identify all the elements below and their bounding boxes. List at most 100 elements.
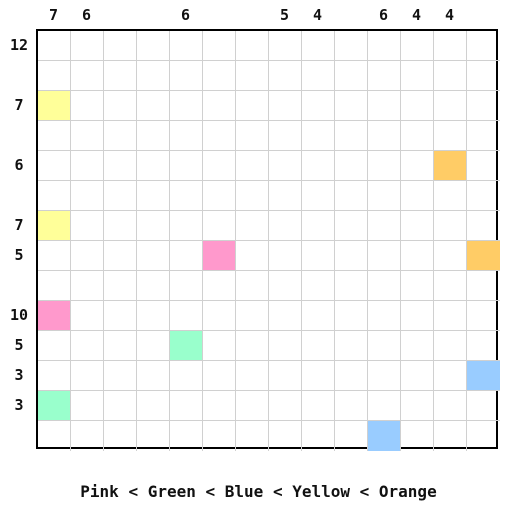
grid-cell[interactable] — [71, 361, 104, 391]
grid-cell[interactable] — [170, 241, 203, 271]
grid-cell[interactable] — [170, 151, 203, 181]
grid-cell[interactable] — [71, 271, 104, 301]
grid-cell[interactable] — [137, 61, 170, 91]
grid-cell[interactable] — [236, 241, 269, 271]
grid-cell[interactable] — [302, 241, 335, 271]
grid-cell[interactable] — [236, 181, 269, 211]
grid-cell[interactable] — [269, 121, 302, 151]
grid-cell[interactable] — [38, 181, 71, 211]
grid-cell[interactable] — [170, 61, 203, 91]
grid-cell[interactable] — [335, 301, 368, 331]
grid-cell[interactable] — [104, 151, 137, 181]
grid-cell[interactable] — [401, 181, 434, 211]
grid-cell[interactable] — [434, 211, 467, 241]
grid-cell[interactable] — [104, 241, 137, 271]
grid-cell[interactable] — [170, 211, 203, 241]
grid-cell[interactable] — [401, 211, 434, 241]
filled-cell-blue[interactable] — [368, 421, 401, 451]
grid-cell[interactable] — [203, 271, 236, 301]
grid-cell[interactable] — [38, 331, 71, 361]
puzzle-grid[interactable] — [36, 29, 500, 451]
grid-cell[interactable] — [302, 361, 335, 391]
grid-cell[interactable] — [104, 31, 137, 61]
grid-cell[interactable] — [467, 301, 500, 331]
grid-cell[interactable] — [104, 421, 137, 451]
grid-cell[interactable] — [335, 181, 368, 211]
grid-cell[interactable] — [368, 271, 401, 301]
grid-cell[interactable] — [137, 31, 170, 61]
grid-cell[interactable] — [401, 361, 434, 391]
grid-cell[interactable] — [401, 271, 434, 301]
grid-cell[interactable] — [203, 211, 236, 241]
grid-cell[interactable] — [335, 421, 368, 451]
grid-cell[interactable] — [467, 271, 500, 301]
grid-cell[interactable] — [104, 181, 137, 211]
grid-cell[interactable] — [368, 31, 401, 61]
grid-cell[interactable] — [401, 91, 434, 121]
grid-cell[interactable] — [38, 151, 71, 181]
grid-cell[interactable] — [302, 421, 335, 451]
grid-cell[interactable] — [137, 421, 170, 451]
grid-cell[interactable] — [38, 121, 71, 151]
grid-cell[interactable] — [401, 241, 434, 271]
grid-cell[interactable] — [203, 151, 236, 181]
grid-cell[interactable] — [368, 61, 401, 91]
grid-cell[interactable] — [71, 31, 104, 61]
grid-cell[interactable] — [335, 241, 368, 271]
grid-cell[interactable] — [434, 421, 467, 451]
grid-cell[interactable] — [170, 421, 203, 451]
grid-cell[interactable] — [203, 421, 236, 451]
grid-cell[interactable] — [335, 211, 368, 241]
grid-cell[interactable] — [302, 91, 335, 121]
grid-cell[interactable] — [269, 151, 302, 181]
grid-cell[interactable] — [302, 391, 335, 421]
grid-cell[interactable] — [38, 271, 71, 301]
grid-cell[interactable] — [170, 361, 203, 391]
grid-cell[interactable] — [368, 241, 401, 271]
grid-cell[interactable] — [137, 211, 170, 241]
grid-cell[interactable] — [137, 181, 170, 211]
grid-cell[interactable] — [467, 151, 500, 181]
grid-cell[interactable] — [203, 61, 236, 91]
grid-cell[interactable] — [38, 361, 71, 391]
grid-cell[interactable] — [137, 301, 170, 331]
grid-cell[interactable] — [71, 211, 104, 241]
grid-cell[interactable] — [434, 121, 467, 151]
grid-cell[interactable] — [368, 121, 401, 151]
grid-cell[interactable] — [335, 31, 368, 61]
filled-cell-pink[interactable] — [203, 241, 236, 271]
grid-cell[interactable] — [38, 241, 71, 271]
grid-cell[interactable] — [104, 301, 137, 331]
grid-cell[interactable] — [368, 91, 401, 121]
grid-cell[interactable] — [203, 31, 236, 61]
grid-cell[interactable] — [170, 271, 203, 301]
grid-cell[interactable] — [104, 91, 137, 121]
grid-cell[interactable] — [335, 271, 368, 301]
grid-cell[interactable] — [269, 31, 302, 61]
grid-cell[interactable] — [335, 61, 368, 91]
grid-cell[interactable] — [71, 91, 104, 121]
grid-cell[interactable] — [203, 181, 236, 211]
grid-cell[interactable] — [203, 361, 236, 391]
grid-cell[interactable] — [170, 301, 203, 331]
grid-cell[interactable] — [236, 61, 269, 91]
grid-cell[interactable] — [236, 361, 269, 391]
grid-cell[interactable] — [302, 61, 335, 91]
grid-cell[interactable] — [434, 271, 467, 301]
grid-cell[interactable] — [203, 121, 236, 151]
grid-cell[interactable] — [104, 271, 137, 301]
grid-cell[interactable] — [269, 61, 302, 91]
grid-cell[interactable] — [269, 271, 302, 301]
grid-cell[interactable] — [335, 121, 368, 151]
grid-cell[interactable] — [302, 181, 335, 211]
grid-cell[interactable] — [335, 361, 368, 391]
grid-cell[interactable] — [467, 391, 500, 421]
grid-cell[interactable] — [137, 271, 170, 301]
grid-cell[interactable] — [302, 271, 335, 301]
grid-cell[interactable] — [302, 211, 335, 241]
filled-cell-green[interactable] — [38, 391, 71, 421]
grid-cell[interactable] — [335, 151, 368, 181]
grid-cell[interactable] — [71, 121, 104, 151]
grid-cell[interactable] — [401, 331, 434, 361]
grid-cell[interactable] — [236, 31, 269, 61]
